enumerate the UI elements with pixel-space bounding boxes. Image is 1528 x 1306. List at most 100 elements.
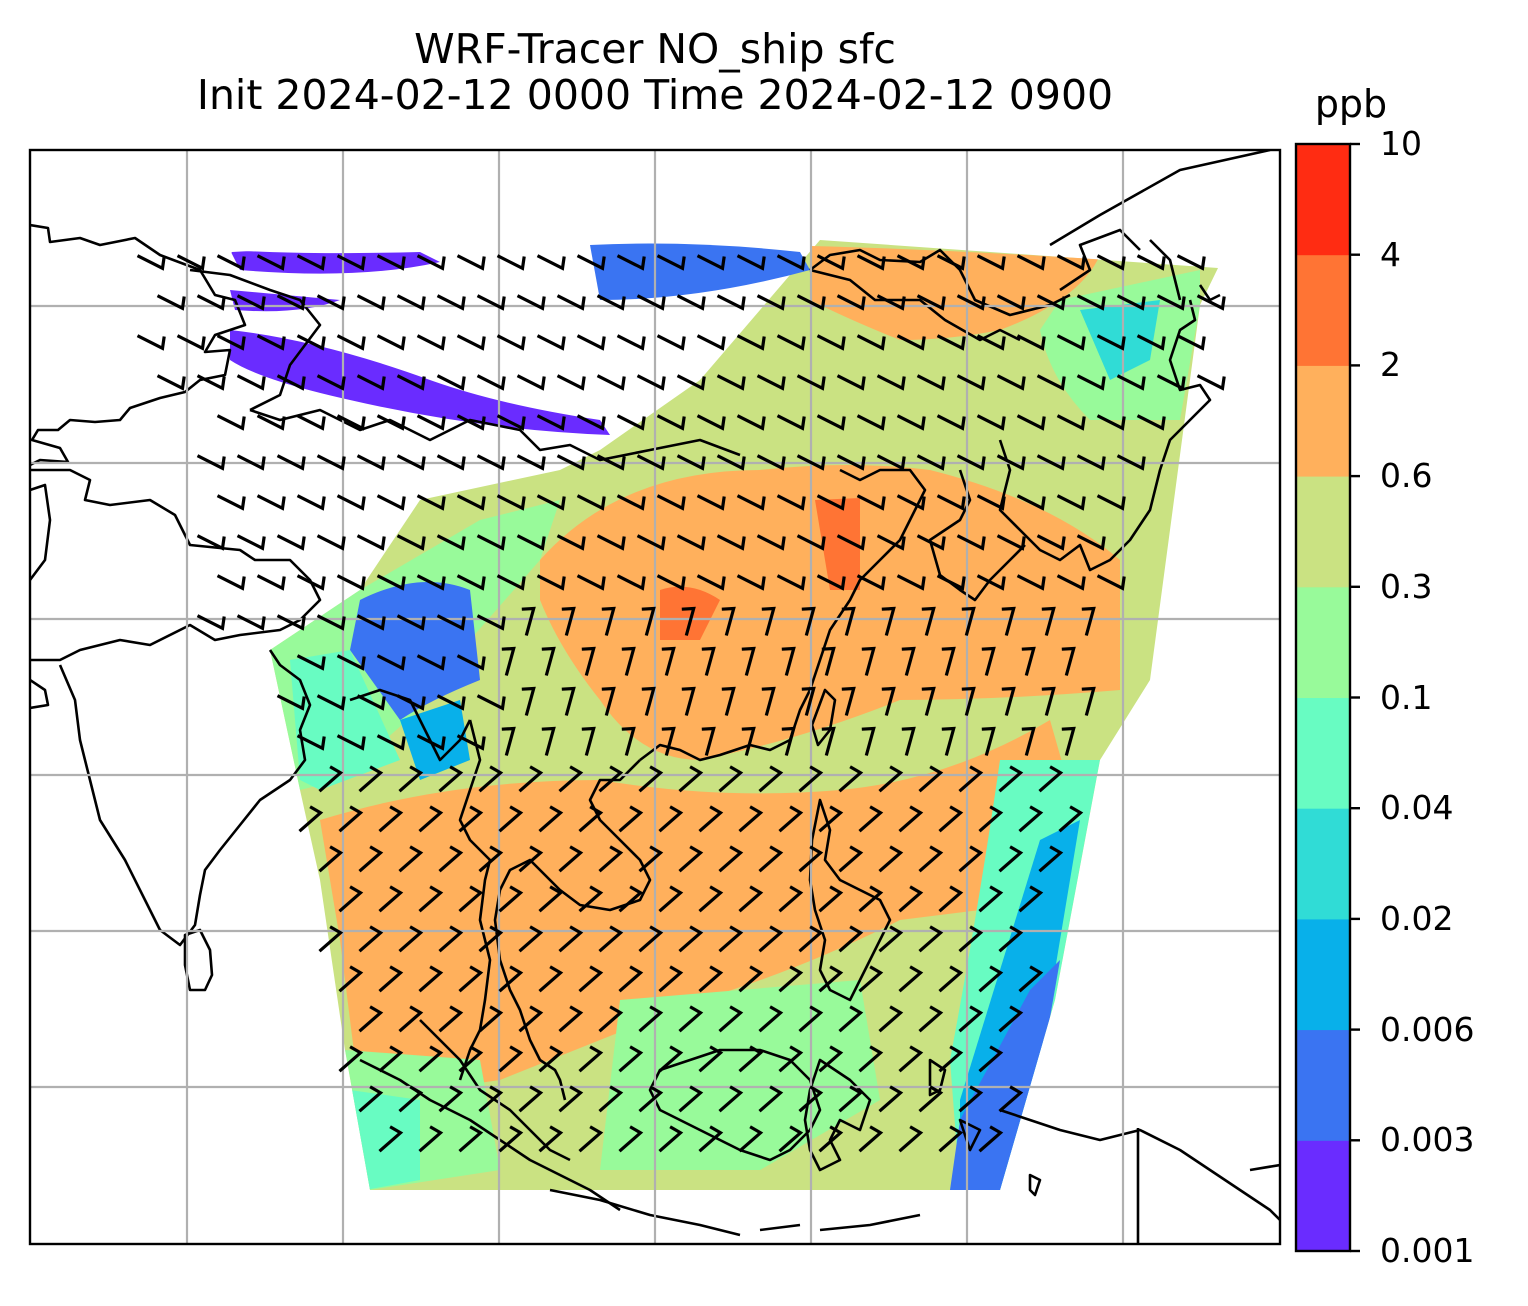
wind-barb	[516, 374, 546, 391]
coast-korea-japan	[998, 299, 1212, 572]
wind-barb	[458, 1125, 484, 1153]
wind-barb	[601, 686, 616, 716]
wind-barb	[858, 1045, 884, 1073]
wind-barb	[901, 646, 916, 676]
wind-barb	[356, 454, 386, 471]
wind-barb	[538, 805, 564, 833]
wind-barb	[1056, 254, 1086, 271]
wind-barb	[738, 1045, 764, 1073]
wind-barb	[478, 845, 504, 873]
wind-barb	[956, 534, 986, 551]
wind-barb	[598, 1005, 624, 1033]
wind-barb	[918, 765, 944, 793]
wind-barb	[1176, 334, 1206, 351]
wind-barb	[776, 254, 806, 271]
wind-barb	[696, 414, 726, 431]
wind-barb	[738, 965, 764, 993]
wind-barb	[1036, 454, 1066, 471]
colorbar-segment	[1296, 808, 1350, 920]
wind-barb	[998, 765, 1024, 793]
wind-barb	[976, 334, 1006, 351]
wind-barb	[876, 294, 906, 311]
wind-barb	[958, 1005, 984, 1033]
wind-barb	[558, 1005, 584, 1033]
wind-barb	[556, 454, 586, 471]
wind-barb	[356, 614, 386, 631]
wind-barb	[656, 254, 686, 271]
wind-barb	[476, 534, 506, 551]
wind-barb	[781, 646, 796, 676]
wind-barb	[316, 374, 346, 391]
wind-barb	[536, 414, 566, 431]
wind-barb	[818, 1045, 844, 1073]
wind-barb	[256, 574, 286, 591]
wind-barb	[336, 734, 366, 751]
wind-barb	[816, 414, 846, 431]
wind-barb	[296, 254, 326, 271]
wind-barb	[796, 374, 826, 391]
wind-barb	[578, 1045, 604, 1073]
wind-barb	[558, 845, 584, 873]
wind-barb	[958, 1085, 984, 1113]
wind-barb	[1036, 374, 1066, 391]
colorbar-tick-label: 0.001	[1380, 1231, 1475, 1270]
wind-barb	[898, 805, 924, 833]
wind-barb	[518, 925, 544, 953]
wind-barb	[1018, 965, 1044, 993]
wind-barb	[438, 925, 464, 953]
wind-barb	[1136, 334, 1166, 351]
wind-barb	[798, 765, 824, 793]
wind-barb	[721, 686, 736, 716]
coast-bangladesh	[349, 688, 472, 762]
wind-barb	[858, 805, 884, 833]
wind-barb	[896, 494, 926, 511]
wind-barb	[316, 534, 346, 551]
wind-barb	[236, 614, 266, 631]
wind-barb	[216, 494, 246, 511]
wind-barb	[838, 765, 864, 793]
border-tibet	[249, 408, 741, 462]
wind-barb	[438, 845, 464, 873]
colorbar-segment	[1296, 1029, 1350, 1141]
wind-barb	[841, 686, 856, 716]
wind-barb	[581, 646, 596, 676]
wind-barb	[378, 1045, 404, 1073]
wind-barb	[1081, 606, 1096, 636]
wind-barb	[356, 534, 386, 551]
wind-barb	[898, 1045, 924, 1073]
wind-barb	[916, 294, 946, 311]
wind-barb	[1096, 494, 1126, 511]
wind-barb	[338, 885, 364, 913]
wind-barb	[498, 1045, 524, 1073]
wind-barb	[358, 845, 384, 873]
wind-barb	[436, 614, 466, 631]
wind-barb	[916, 534, 946, 551]
wind-barb	[678, 845, 704, 873]
coast-taiwan	[810, 688, 837, 747]
wind-barb	[478, 925, 504, 953]
wind-barb	[996, 454, 1026, 471]
coast-java	[549, 1188, 921, 1237]
wind-barb	[396, 374, 426, 391]
wind-barb	[696, 254, 726, 271]
wind-barb	[416, 574, 446, 591]
wind-barb	[756, 454, 786, 471]
coast-indochina	[493, 759, 652, 1101]
colorbar-tick-label: 0.003	[1380, 1120, 1475, 1160]
wind-barbs	[136, 254, 1226, 1153]
wind-barb	[316, 614, 346, 631]
wind-barb	[758, 1005, 784, 1033]
wind-barb	[881, 606, 896, 636]
wind-barb	[896, 414, 926, 431]
wind-barb	[721, 606, 736, 636]
wind-barb	[458, 805, 484, 833]
wind-barb	[798, 1005, 824, 1033]
wind-barb	[156, 374, 186, 391]
wind-barb	[296, 654, 326, 671]
wind-barb	[878, 1085, 904, 1113]
wind-barb	[958, 845, 984, 873]
wind-barb	[701, 646, 716, 676]
wind-barb	[616, 414, 646, 431]
wind-barb	[438, 765, 464, 793]
wind-barb	[398, 845, 424, 873]
